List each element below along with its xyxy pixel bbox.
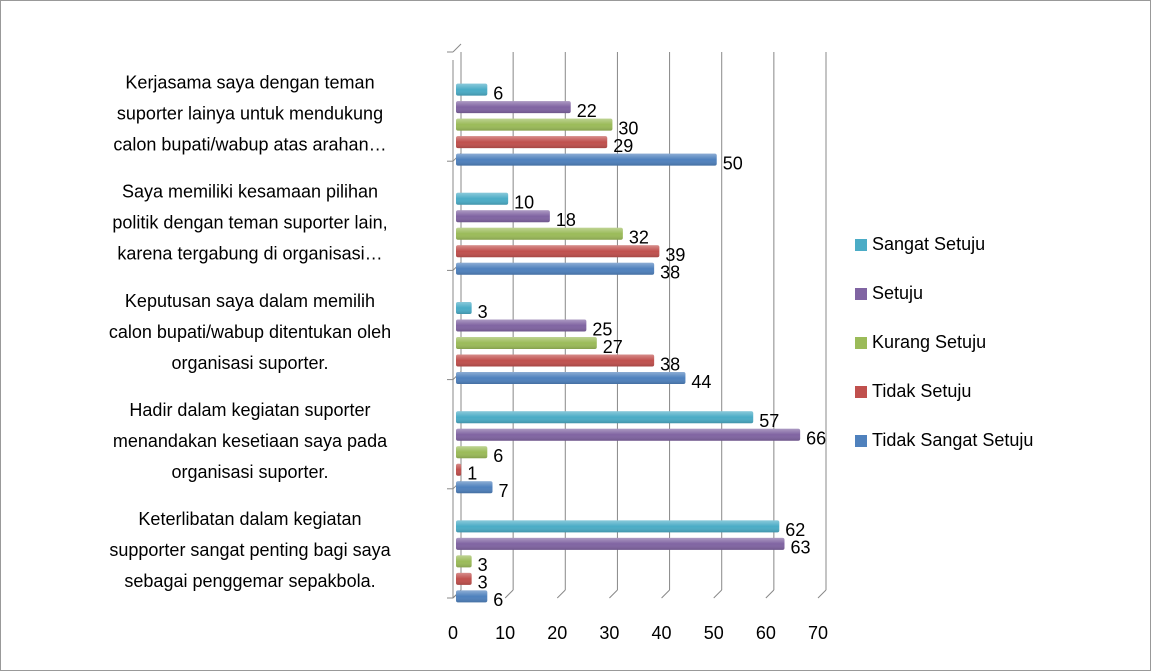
data-label: 63 bbox=[791, 538, 811, 558]
legend-label: Tidak Setuju bbox=[872, 381, 971, 401]
bar-shade bbox=[456, 537, 785, 550]
data-label: 44 bbox=[691, 372, 711, 392]
data-label: 57 bbox=[759, 411, 779, 431]
bar-shade bbox=[456, 319, 587, 332]
bar-shade bbox=[456, 136, 608, 149]
bar-shade bbox=[456, 337, 597, 349]
legend-label: Setuju bbox=[872, 283, 923, 303]
bar-shade bbox=[456, 262, 655, 275]
bar-shade bbox=[456, 481, 493, 494]
category-label: Kerjasama saya dengan teman bbox=[125, 72, 374, 92]
category-label: Saya memiliki kesamaan pilihan bbox=[122, 182, 378, 202]
category-label: karena tergabung di organisasi… bbox=[117, 244, 382, 264]
data-label: 29 bbox=[613, 136, 633, 156]
bar-shade bbox=[456, 372, 686, 384]
data-label: 22 bbox=[577, 101, 597, 121]
data-label: 27 bbox=[603, 337, 623, 357]
bar-shade bbox=[456, 555, 472, 568]
data-label: 66 bbox=[806, 428, 826, 448]
x-tick-label: 20 bbox=[547, 623, 567, 643]
legend-swatch bbox=[855, 386, 867, 398]
category-label: supporter sangat penting bagi saya bbox=[109, 540, 391, 560]
data-label: 25 bbox=[592, 319, 612, 339]
grid-floor bbox=[765, 589, 775, 599]
data-label: 38 bbox=[660, 263, 680, 283]
data-label: 38 bbox=[660, 354, 680, 374]
category-label: organisasi suporter. bbox=[171, 353, 328, 373]
bar-shade bbox=[456, 153, 717, 166]
data-label: 3 bbox=[478, 555, 488, 575]
bar-shade bbox=[456, 572, 472, 585]
grid-floor bbox=[609, 589, 618, 599]
bar-shade bbox=[456, 520, 780, 533]
legend-swatch bbox=[855, 435, 867, 447]
data-label: 7 bbox=[499, 481, 509, 501]
grid-floor bbox=[817, 589, 827, 599]
bar-shade bbox=[456, 302, 472, 314]
bar-shade bbox=[456, 428, 801, 441]
data-label: 39 bbox=[665, 245, 685, 265]
data-label: 32 bbox=[629, 228, 649, 248]
grid-floor bbox=[556, 589, 566, 599]
bar-shade bbox=[456, 411, 754, 424]
category-label: politik dengan teman suporter lain, bbox=[112, 213, 387, 233]
x-tick-label: 40 bbox=[652, 623, 672, 643]
data-label: 18 bbox=[556, 210, 576, 230]
bar-shade bbox=[456, 245, 660, 258]
bar-shade bbox=[456, 227, 623, 240]
grid-floor bbox=[661, 589, 670, 599]
x-tick-label: 60 bbox=[756, 623, 776, 643]
legend-swatch bbox=[855, 337, 867, 349]
bar-shade bbox=[456, 446, 488, 459]
bar-shade bbox=[456, 354, 655, 367]
legend-swatch bbox=[855, 288, 867, 300]
category-label: suporter lainya untuk mendukung bbox=[117, 103, 383, 123]
legend-label: Sangat Setuju bbox=[872, 234, 985, 254]
grid-floor bbox=[713, 589, 723, 599]
x-tick-label: 30 bbox=[599, 623, 619, 643]
data-label: 30 bbox=[618, 118, 638, 138]
data-label: 6 bbox=[493, 590, 503, 610]
data-label: 6 bbox=[493, 446, 503, 466]
category-label: calon bupati/wabup atas arahan… bbox=[113, 134, 386, 154]
data-label: 50 bbox=[723, 153, 743, 173]
data-label: 3 bbox=[478, 573, 488, 593]
x-tick-label: 50 bbox=[704, 623, 724, 643]
data-label: 1 bbox=[467, 463, 477, 483]
bar-shade bbox=[456, 463, 462, 476]
data-label: 3 bbox=[478, 302, 488, 322]
grid-floor bbox=[504, 589, 514, 599]
category-label: menandakan kesetiaan saya pada bbox=[113, 431, 388, 451]
category-label: calon bupati/wabup ditentukan oleh bbox=[109, 322, 391, 342]
category-label: Keterlibatan dalam kegiatan bbox=[138, 509, 361, 529]
bar-shade bbox=[456, 83, 488, 96]
data-label: 10 bbox=[514, 193, 534, 213]
category-label: Hadir dalam kegiatan suporter bbox=[129, 400, 370, 420]
legend-label: Tidak Sangat Setuju bbox=[872, 430, 1033, 450]
y-tick-depth bbox=[452, 43, 462, 53]
bar-shade bbox=[456, 192, 509, 205]
data-label: 6 bbox=[493, 83, 503, 103]
category-label: sebagai penggemar sepakbola. bbox=[124, 571, 375, 591]
legend-label: Kurang Setuju bbox=[872, 332, 986, 352]
x-tick-label: 70 bbox=[808, 623, 828, 643]
legend-swatch bbox=[855, 239, 867, 251]
bar-shade bbox=[456, 118, 613, 131]
bar-shade bbox=[456, 210, 550, 223]
data-label: 62 bbox=[785, 520, 805, 540]
category-label: organisasi suporter. bbox=[171, 462, 328, 482]
category-label: Keputusan saya dalam memilih bbox=[125, 291, 375, 311]
x-tick-label: 0 bbox=[448, 623, 458, 643]
bar-shade bbox=[456, 590, 488, 603]
x-tick-label: 10 bbox=[495, 623, 515, 643]
bar-shade bbox=[456, 101, 571, 114]
